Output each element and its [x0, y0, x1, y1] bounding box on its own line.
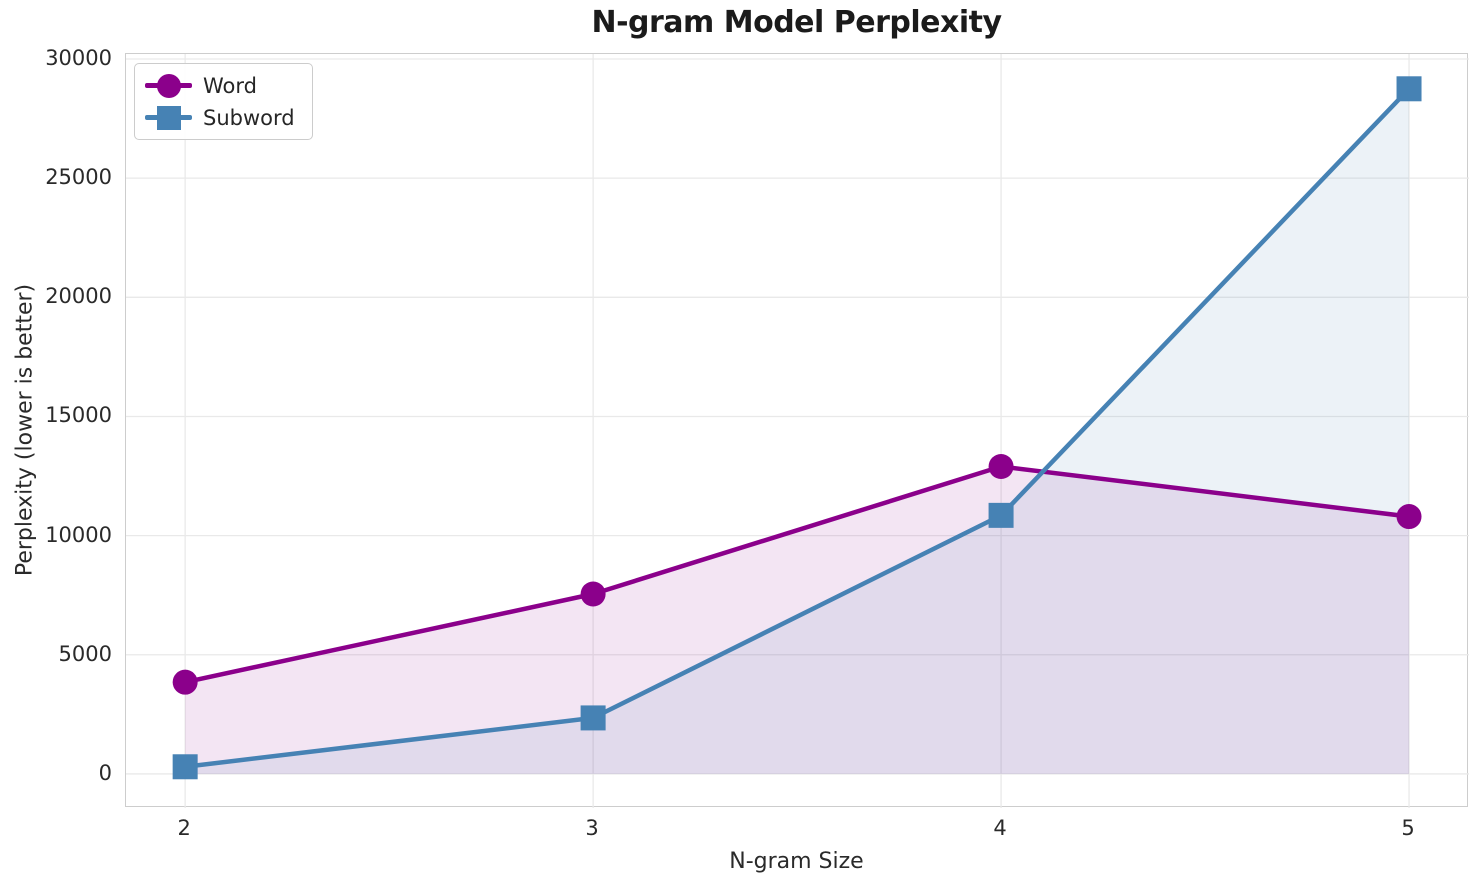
legend: Word Subword — [134, 63, 313, 140]
legend-marker-square — [156, 105, 181, 130]
legend-entry-word: Word — [145, 71, 295, 100]
y-tick-label: 30000 — [45, 46, 112, 70]
marker-subword — [172, 754, 198, 780]
legend-marker-circle — [156, 73, 181, 98]
x-tick-label: 4 — [993, 816, 1007, 840]
marker-word — [988, 454, 1014, 480]
y-tick-label: 0 — [98, 760, 112, 785]
x-axis-label: N-gram Size — [729, 849, 864, 874]
y-tick-label: 15000 — [45, 403, 112, 428]
chart-title: N-gram Model Perplexity — [591, 5, 1002, 40]
marker-word — [580, 581, 606, 607]
marker-word — [1396, 504, 1422, 530]
y-tick-label: 25000 — [45, 165, 112, 190]
subword-series-square-icon — [145, 103, 192, 132]
area-fill-subword — [185, 88, 1410, 774]
marker-word — [172, 669, 198, 695]
marker-subword — [1396, 76, 1422, 102]
area-fill-word — [185, 466, 1410, 774]
x-tick-label: 2 — [177, 816, 191, 840]
legend-entry-subword: Subword — [145, 103, 295, 132]
y-tick-label: 20000 — [45, 284, 112, 309]
y-tick-label: 10000 — [45, 522, 112, 547]
y-tick-label: 5000 — [58, 641, 112, 666]
marker-subword — [580, 705, 606, 731]
line-word — [182, 464, 1412, 685]
plot-canvas — [126, 54, 1469, 808]
legend-label: Word — [203, 73, 257, 98]
word-series-circle-icon — [145, 71, 192, 100]
marker-subword — [988, 502, 1014, 528]
plot-area: Word Subword — [125, 53, 1469, 808]
x-tick-label: 5 — [1401, 816, 1415, 840]
legend-label: Subword — [203, 105, 295, 130]
x-tick-label: 3 — [585, 816, 599, 840]
line-subword — [182, 86, 1412, 770]
